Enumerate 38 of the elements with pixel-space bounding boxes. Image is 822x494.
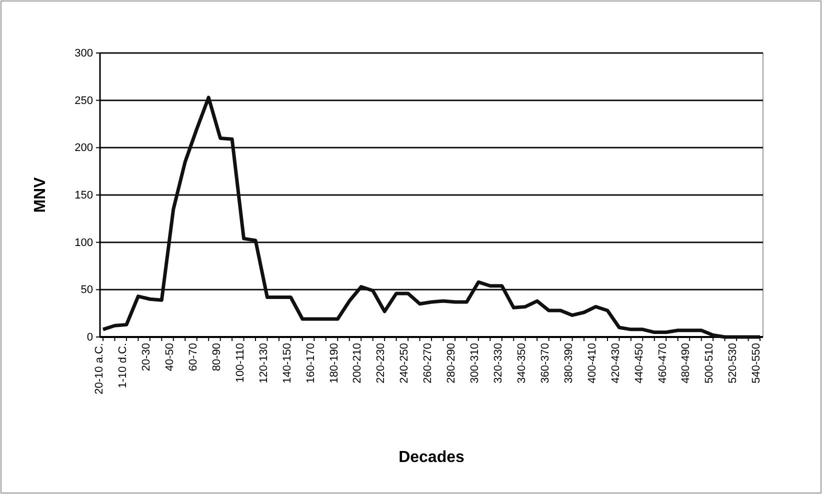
x-tick-label: 260-270 bbox=[422, 343, 434, 384]
y-tick-label: 0 bbox=[86, 332, 93, 344]
x-tick-label: 40-50 bbox=[164, 343, 176, 372]
y-tick-label: 100 bbox=[74, 236, 93, 249]
x-tick-label: 540-550 bbox=[750, 343, 763, 384]
x-tick-label: 220-230 bbox=[375, 343, 388, 384]
x-tick-label: 200-210 bbox=[352, 343, 364, 384]
x-axis-title: Decades bbox=[398, 449, 465, 466]
x-tick-label: 140-150 bbox=[281, 343, 294, 384]
x-tick-label: 20-10 a.C. bbox=[94, 343, 106, 394]
x-tick-label: 300-310 bbox=[469, 343, 482, 384]
x-tick-label: 240-250 bbox=[398, 343, 411, 384]
x-tick-label: 60-70 bbox=[187, 343, 200, 372]
x-tick-label: 100-110 bbox=[234, 343, 246, 383]
y-tick-label: 50 bbox=[80, 284, 93, 296]
x-tick-label: 320-330 bbox=[492, 343, 504, 384]
x-tick-label: 480-490 bbox=[680, 343, 692, 384]
x-tick-label: 80-90 bbox=[210, 343, 223, 372]
x-tick-label: 380-390 bbox=[562, 343, 575, 384]
y-tick-label: 300 bbox=[74, 48, 93, 60]
x-tick-label: 440-450 bbox=[633, 343, 646, 384]
x-tick-label: 1-10 d.C. bbox=[117, 343, 130, 388]
x-tick-label: 180-190 bbox=[328, 343, 340, 384]
y-tick-label: 200 bbox=[74, 142, 93, 154]
y-tick-label: 250 bbox=[74, 94, 93, 107]
x-tick-label: 460-470 bbox=[656, 343, 669, 384]
x-tick-label: 120-130 bbox=[258, 343, 270, 384]
x-tick-label: 520-530 bbox=[727, 343, 740, 384]
x-tick-label: 280-290 bbox=[446, 343, 458, 384]
x-tick-label: 20-30 bbox=[140, 343, 153, 372]
x-tick-label: 500-510 bbox=[704, 343, 716, 384]
y-tick-label: 150 bbox=[74, 190, 93, 202]
x-tick-label: 160-170 bbox=[304, 343, 317, 384]
x-tick-label: 360-370 bbox=[539, 343, 552, 384]
x-tick-label: 400-410 bbox=[586, 343, 598, 384]
x-tick-label: 420-430 bbox=[610, 343, 622, 384]
x-tick-label: 340-350 bbox=[516, 343, 528, 384]
y-axis-title: MNV bbox=[32, 176, 49, 213]
